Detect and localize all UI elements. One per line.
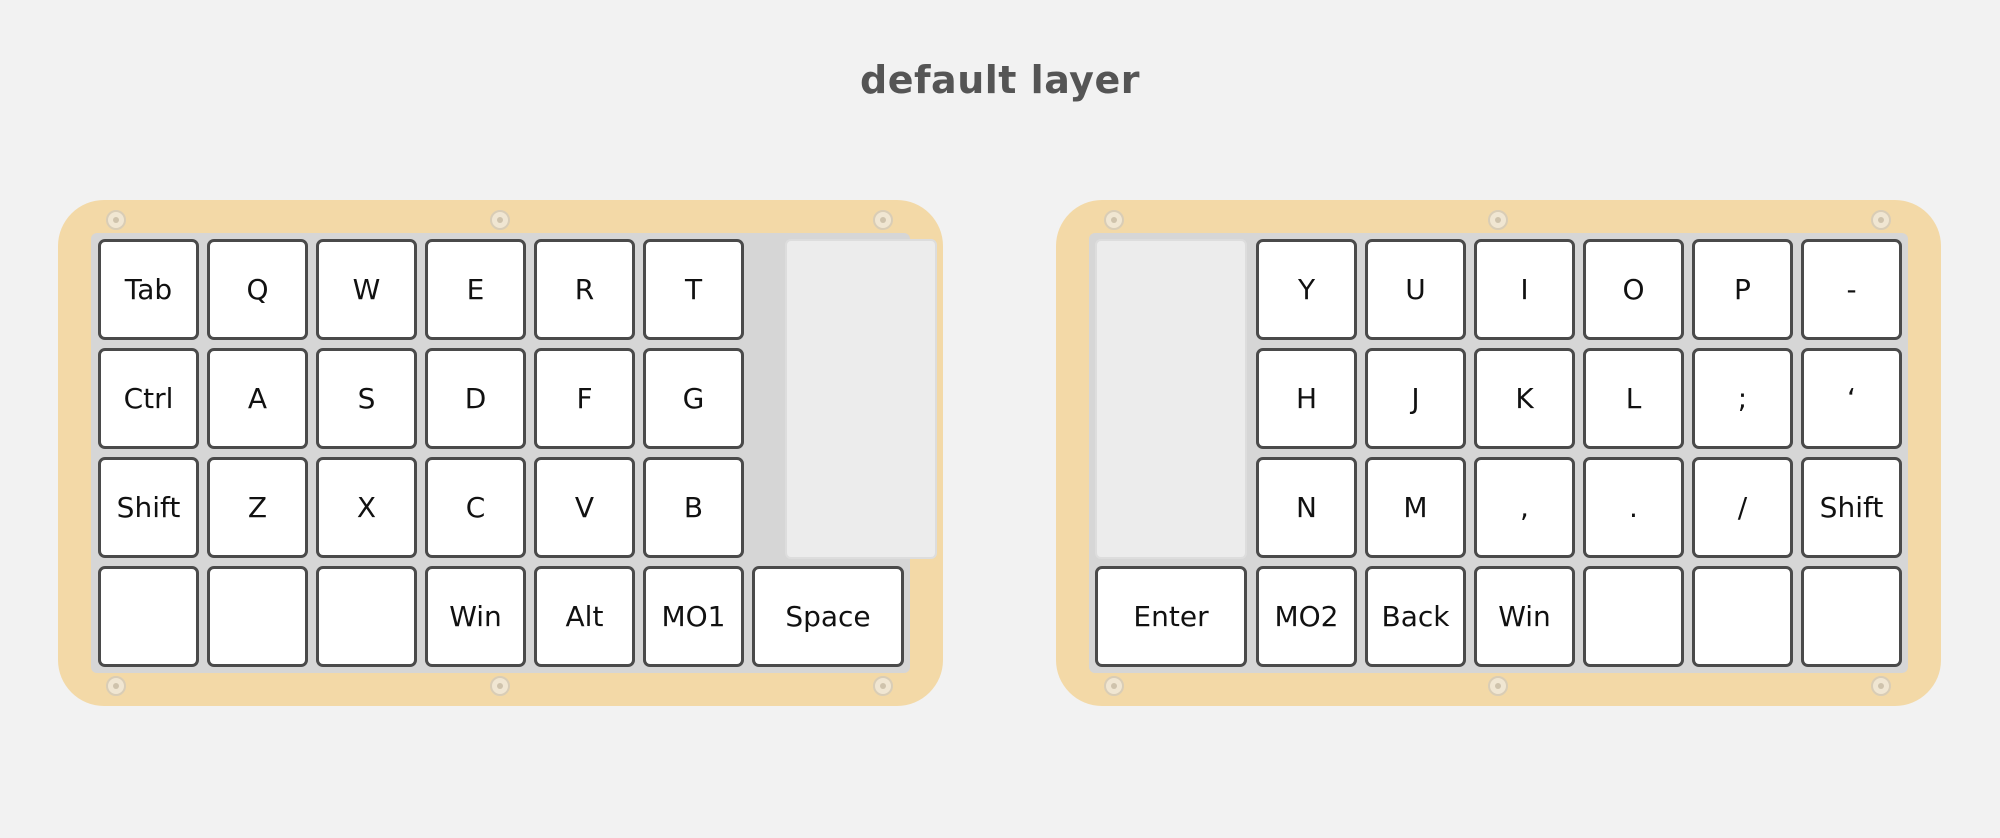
right-key-r0c1[interactable]: U: [1365, 239, 1466, 340]
right-key-r2c4[interactable]: /: [1692, 457, 1793, 558]
right-key-r0c4[interactable]: P: [1692, 239, 1793, 340]
right-key-r3c3[interactable]: [1583, 566, 1684, 667]
right-key-r0c2[interactable]: I: [1474, 239, 1575, 340]
left-key-r0c4[interactable]: R: [534, 239, 635, 340]
left-key-r2c5[interactable]: B: [643, 457, 744, 558]
left-key-r0c0[interactable]: Tab: [98, 239, 199, 340]
right-key-r0c0[interactable]: Y: [1256, 239, 1357, 340]
left-key-space[interactable]: Space: [752, 566, 904, 667]
left-key-r1c5[interactable]: G: [643, 348, 744, 449]
screw-icon: [873, 210, 893, 230]
left-key-r2c0[interactable]: Shift: [98, 457, 199, 558]
right-key-r2c5[interactable]: Shift: [1801, 457, 1902, 558]
left-key-r1c1[interactable]: A: [207, 348, 308, 449]
screw-icon: [1871, 210, 1891, 230]
left-key-r2c1[interactable]: Z: [207, 457, 308, 558]
right-mcu-area: [1095, 239, 1247, 559]
left-key-r0c3[interactable]: E: [425, 239, 526, 340]
right-key-r3c5[interactable]: [1801, 566, 1902, 667]
left-key-r3c4[interactable]: Alt: [534, 566, 635, 667]
screw-icon: [1488, 676, 1508, 696]
right-key-r0c3[interactable]: O: [1583, 239, 1684, 340]
right-key-r3c2[interactable]: Win: [1474, 566, 1575, 667]
left-key-r1c0[interactable]: Ctrl: [98, 348, 199, 449]
left-key-r2c4[interactable]: V: [534, 457, 635, 558]
right-key-r1c5[interactable]: ‘: [1801, 348, 1902, 449]
left-mcu-area: [785, 239, 937, 559]
left-key-r3c2[interactable]: [316, 566, 417, 667]
screw-icon: [106, 210, 126, 230]
left-key-r1c3[interactable]: D: [425, 348, 526, 449]
screw-icon: [490, 210, 510, 230]
left-key-r3c3[interactable]: Win: [425, 566, 526, 667]
right-key-r1c3[interactable]: L: [1583, 348, 1684, 449]
left-key-r3c1[interactable]: [207, 566, 308, 667]
screw-icon: [873, 676, 893, 696]
screw-icon: [1871, 676, 1891, 696]
right-key-r0c5[interactable]: -: [1801, 239, 1902, 340]
right-key-r2c1[interactable]: M: [1365, 457, 1466, 558]
screw-icon: [1488, 210, 1508, 230]
right-key-r2c0[interactable]: N: [1256, 457, 1357, 558]
right-key-r3c0[interactable]: MO2: [1256, 566, 1357, 667]
screw-icon: [1104, 676, 1124, 696]
right-key-r2c2[interactable]: ,: [1474, 457, 1575, 558]
left-key-r0c5[interactable]: T: [643, 239, 744, 340]
left-key-r1c4[interactable]: F: [534, 348, 635, 449]
right-key-r1c1[interactable]: J: [1365, 348, 1466, 449]
right-key-r1c0[interactable]: H: [1256, 348, 1357, 449]
layer-title: default layer: [860, 58, 1140, 102]
right-key-enter[interactable]: Enter: [1095, 566, 1247, 667]
left-key-r2c2[interactable]: X: [316, 457, 417, 558]
right-key-r2c3[interactable]: .: [1583, 457, 1684, 558]
left-key-r3c5[interactable]: MO1: [643, 566, 744, 667]
right-key-r3c4[interactable]: [1692, 566, 1793, 667]
right-key-r3c1[interactable]: Back: [1365, 566, 1466, 667]
left-key-r2c3[interactable]: C: [425, 457, 526, 558]
screw-icon: [1104, 210, 1124, 230]
right-key-r1c2[interactable]: K: [1474, 348, 1575, 449]
left-key-r3c0[interactable]: [98, 566, 199, 667]
right-key-r1c4[interactable]: ;: [1692, 348, 1793, 449]
left-key-r1c2[interactable]: S: [316, 348, 417, 449]
screw-icon: [490, 676, 510, 696]
left-key-r0c2[interactable]: W: [316, 239, 417, 340]
left-key-r0c1[interactable]: Q: [207, 239, 308, 340]
screw-icon: [106, 676, 126, 696]
